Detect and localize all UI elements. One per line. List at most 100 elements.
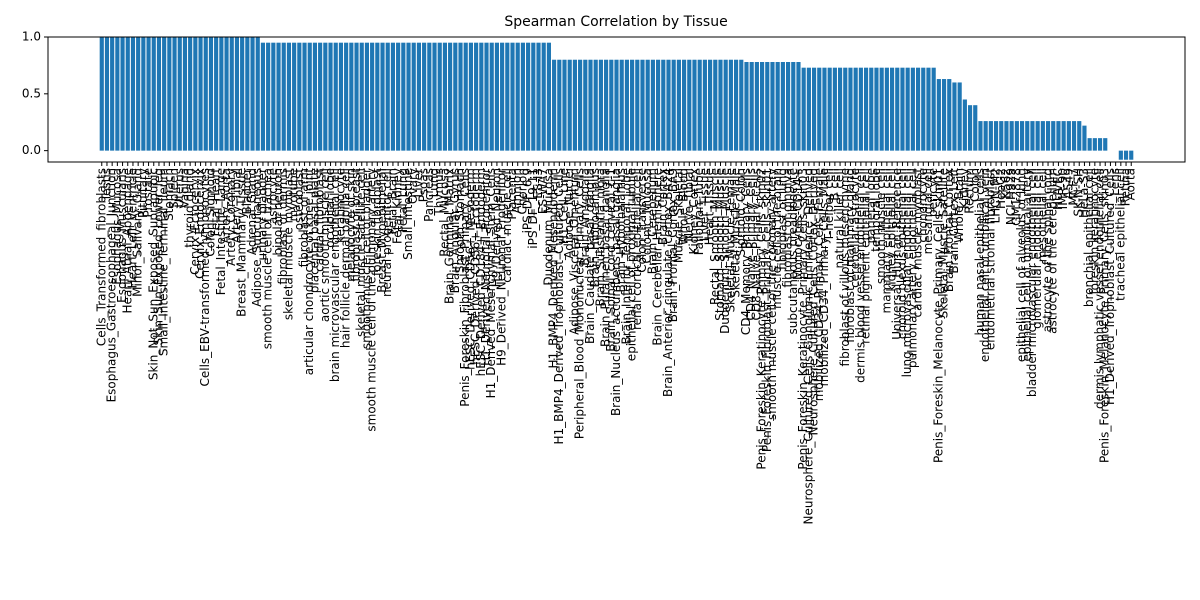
x-tick-label: K562 [999, 168, 1013, 199]
x-tick-label: Whole_Blood [677, 168, 691, 245]
x-tick-label: Minor_Salivary_Gland [131, 168, 145, 297]
x-tick-label: lung microvascular endothelial cell [900, 168, 914, 377]
x-tick-label: epithelial cell of umbilical artery [1020, 168, 1034, 361]
bar [1092, 138, 1097, 151]
bar [993, 121, 999, 151]
x-tick-label: kidney epithelial cell [885, 168, 899, 292]
x-tick-label: Colonic_Mucosa [640, 168, 654, 263]
bar [889, 67, 895, 151]
x-tick-label: natural killer cell [833, 168, 847, 268]
bar [489, 42, 494, 151]
x-tick-label: CD8_Naive_Primary_Cells [749, 168, 763, 320]
x-tick-label: HepG2 [994, 168, 1008, 209]
bar [390, 42, 396, 151]
bar [125, 37, 130, 151]
bar [1030, 121, 1035, 151]
x-tick-label: Thymus [432, 168, 446, 217]
x-tick-label: Fetal_Lung [396, 168, 410, 232]
bar [682, 59, 687, 151]
x-tick-label: Brain_Substantia_nigra [593, 168, 607, 306]
bar [172, 37, 177, 151]
x-tick-label: Brain_Nucleus_accumbens_basal_ganglia [609, 168, 623, 416]
x-tick-label: H1_Derived_Neuronal_Progenitor [479, 168, 493, 366]
bar [500, 42, 505, 151]
bar [827, 67, 832, 151]
x-tick-label: smooth muscle cell of trachea [261, 168, 275, 349]
bar [765, 62, 770, 151]
x-tick-label: Brain_Frontal_Cortex [942, 168, 956, 292]
bar [822, 67, 827, 151]
bar [328, 42, 333, 151]
bar [354, 42, 359, 151]
x-tick-label: Psoas [417, 168, 431, 202]
x-tick-label: parietal lobe [864, 168, 878, 244]
bar [1097, 138, 1103, 151]
x-tick-label: Peripheral_Blood_Mononuclear_Primary_Cel… [573, 168, 587, 439]
bar [1066, 121, 1071, 151]
x-tick-label: skeletal muscle myoblast [281, 168, 295, 320]
x-tick-label: Stomach [162, 168, 176, 221]
x-tick-label: Small_Intestine [401, 168, 415, 260]
y-tick-label: 1.0 [22, 30, 41, 44]
bar [645, 59, 650, 151]
bar [1040, 121, 1045, 151]
x-tick-label: Fallopian_Tube [692, 168, 706, 255]
bar [661, 59, 666, 151]
bar [697, 59, 702, 151]
bar [630, 59, 635, 151]
x-tick-label: epithelial cell of proximal tubule [625, 168, 639, 361]
x-tick-label: mesangial cell [921, 168, 935, 254]
x-tick-label: astrocyte [266, 168, 280, 224]
x-tick-label: Penis_Foreskin_Melanocyte_Primary_Cells_… [931, 168, 945, 463]
x-tick-label: iPS_DF_6.9 [521, 168, 535, 233]
bar [442, 42, 448, 151]
x-tick-label: fibroblast of breast [349, 168, 363, 282]
x-tick-label: HeLa-S3 [1077, 168, 1091, 218]
bar [229, 37, 234, 151]
bar [1056, 121, 1061, 151]
bar [1129, 150, 1134, 160]
bar [1051, 121, 1056, 151]
x-tick-label: NCI-H929 [1004, 168, 1018, 225]
bar [760, 62, 765, 151]
bar [515, 42, 520, 151]
bar [874, 67, 879, 151]
x-tick-label: Adipose_Nuclei [562, 168, 576, 259]
bar [115, 37, 120, 151]
x-tick-label: epithelial cell of alveolus of lung [1015, 168, 1029, 362]
bar [562, 59, 567, 151]
x-tick-label: Liver_Tissue [697, 168, 711, 241]
bar [250, 37, 255, 151]
bar [333, 42, 338, 151]
x-tick-label: Bladder [240, 168, 254, 215]
bar [749, 62, 754, 151]
bar [843, 67, 848, 151]
x-tick-label: Artery_Coronary [224, 168, 238, 266]
x-tick-label: Ovary [406, 168, 420, 204]
chart-title: Spearman Correlation by Tissue [504, 14, 727, 30]
x-tick-label: human nasal epithelial cells [973, 168, 987, 335]
x-tick-label: renal cortical epithelial cell [630, 168, 644, 330]
bar [604, 59, 609, 151]
x-tick-label: Brain_Cortex [656, 168, 670, 245]
x-tick-label: Brain_Anterior_cingulate_cortex_BA24 [661, 168, 675, 397]
bar [536, 42, 541, 151]
x-tick-label: articular chondrocyte of knee joint [302, 168, 316, 375]
x-tick-label: Adrenal_Gland [245, 168, 259, 255]
bar [863, 67, 869, 151]
x-tick-label: Brain_Inferior_Temporal_Lobe [619, 168, 633, 345]
x-tick-label: Heart_Atrial_Appendage [120, 168, 134, 313]
x-tick-label: tracheal epithelial cell [1113, 168, 1127, 301]
x-tick-label: Colon_Transverse [635, 168, 649, 273]
bar [437, 42, 442, 151]
bar [921, 67, 926, 151]
x-tick-label: Spleen [167, 168, 181, 209]
bar [416, 42, 422, 151]
x-tick-label: cardiac muscle cell [500, 168, 514, 283]
x-tick-label: Penis_Foreskin_Keratinocyte_Primary_Cell… [755, 168, 769, 470]
x-tick-label: Lens [1108, 168, 1122, 196]
x-tick-label: endometrial stromal fibroblast [983, 168, 997, 350]
x-tick-label: Duodenum_Mucosa [541, 168, 555, 286]
bar [614, 59, 619, 151]
x-tick-label: Muscle_Skeletal [671, 168, 685, 263]
